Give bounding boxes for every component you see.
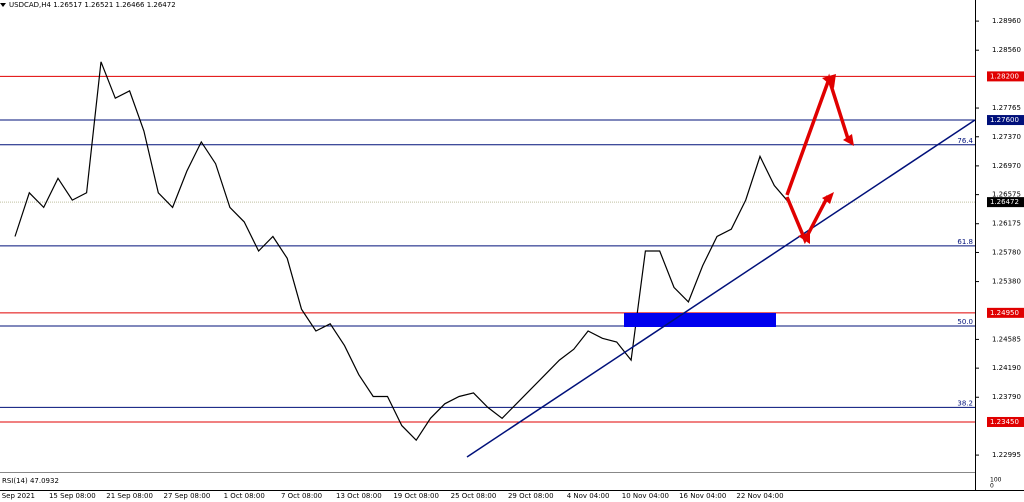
level-label: 1.24950 — [990, 309, 1019, 317]
x-tick-label: 9 Sep 2021 — [0, 492, 35, 500]
menu-icon[interactable] — [0, 3, 6, 7]
y-tick-label: 1.25780 — [992, 248, 1021, 256]
x-tick-label: 4 Nov 04:00 — [567, 492, 610, 500]
x-tick-label: 16 Nov 04:00 — [679, 492, 726, 500]
y-tick-label: 1.22995 — [992, 451, 1021, 459]
x-tick-label: 15 Sep 08:00 — [49, 492, 96, 500]
arrow-head — [843, 134, 854, 146]
trend-line — [466, 119, 976, 458]
demand-zone — [624, 313, 776, 327]
level-label: 1.28200 — [990, 72, 1019, 80]
y-tick-label: 1.28560 — [992, 46, 1021, 54]
level-label-box — [987, 416, 1024, 427]
fib-label: 38.2 — [957, 399, 973, 407]
arrow-head — [798, 232, 810, 244]
y-tick-label: 1.27370 — [992, 133, 1021, 141]
y-tick-label: 1.23790 — [992, 393, 1021, 401]
x-tick-label: 10 Nov 04:00 — [622, 492, 669, 500]
current-price-box — [987, 197, 1024, 208]
x-tick-label: 25 Oct 08:00 — [451, 492, 497, 500]
level-label-box — [987, 115, 1024, 126]
fib-label: 50.0 — [957, 318, 973, 326]
x-tick-label: 29 Oct 08:00 — [508, 492, 554, 500]
current-price-label: 1.26472 — [990, 198, 1019, 206]
x-tick-label: 7 Oct 08:00 — [281, 492, 322, 500]
y-tick-label: 1.26175 — [992, 220, 1021, 228]
x-tick-label: 1 Oct 08:00 — [224, 492, 265, 500]
x-tick-label: 19 Oct 08:00 — [393, 492, 439, 500]
fib-label: 76.4 — [957, 137, 973, 145]
y-tick-label: 1.27765 — [992, 104, 1021, 112]
level-label-box — [987, 71, 1024, 82]
arrow-head — [822, 74, 836, 88]
y-tick-label: 1.26970 — [992, 162, 1021, 170]
price-line — [14, 61, 790, 442]
level-label-box — [987, 307, 1024, 318]
x-tick-label: 27 Sep 08:00 — [164, 492, 211, 500]
y-tick-label: 1.25380 — [992, 278, 1021, 286]
y-tick-label: 1.24190 — [992, 364, 1021, 372]
x-tick-label: 21 Sep 08:00 — [106, 492, 153, 500]
x-tick-label: 13 Oct 08:00 — [336, 492, 382, 500]
level-label: 1.23450 — [990, 418, 1019, 426]
x-tick-label: 22 Nov 04:00 — [736, 492, 783, 500]
y-tick-label: 1.26575 — [992, 191, 1021, 199]
symbol-header: USDCAD,H4 1.26517 1.26521 1.26466 1.2647… — [9, 1, 176, 9]
y-tick-label: 1.24585 — [992, 335, 1021, 343]
indicator-tick-label: 0 — [990, 483, 994, 490]
plot — [0, 61, 975, 442]
indicator-tick-label: 100 — [990, 477, 1002, 484]
y-tick-label: 1.28960 — [992, 17, 1021, 25]
arrow-head — [822, 192, 834, 204]
level-label: 1.27600 — [990, 116, 1019, 124]
indicator-label: RSI(14) 47.0932 — [2, 477, 59, 485]
fib-label: 61.8 — [957, 238, 973, 246]
